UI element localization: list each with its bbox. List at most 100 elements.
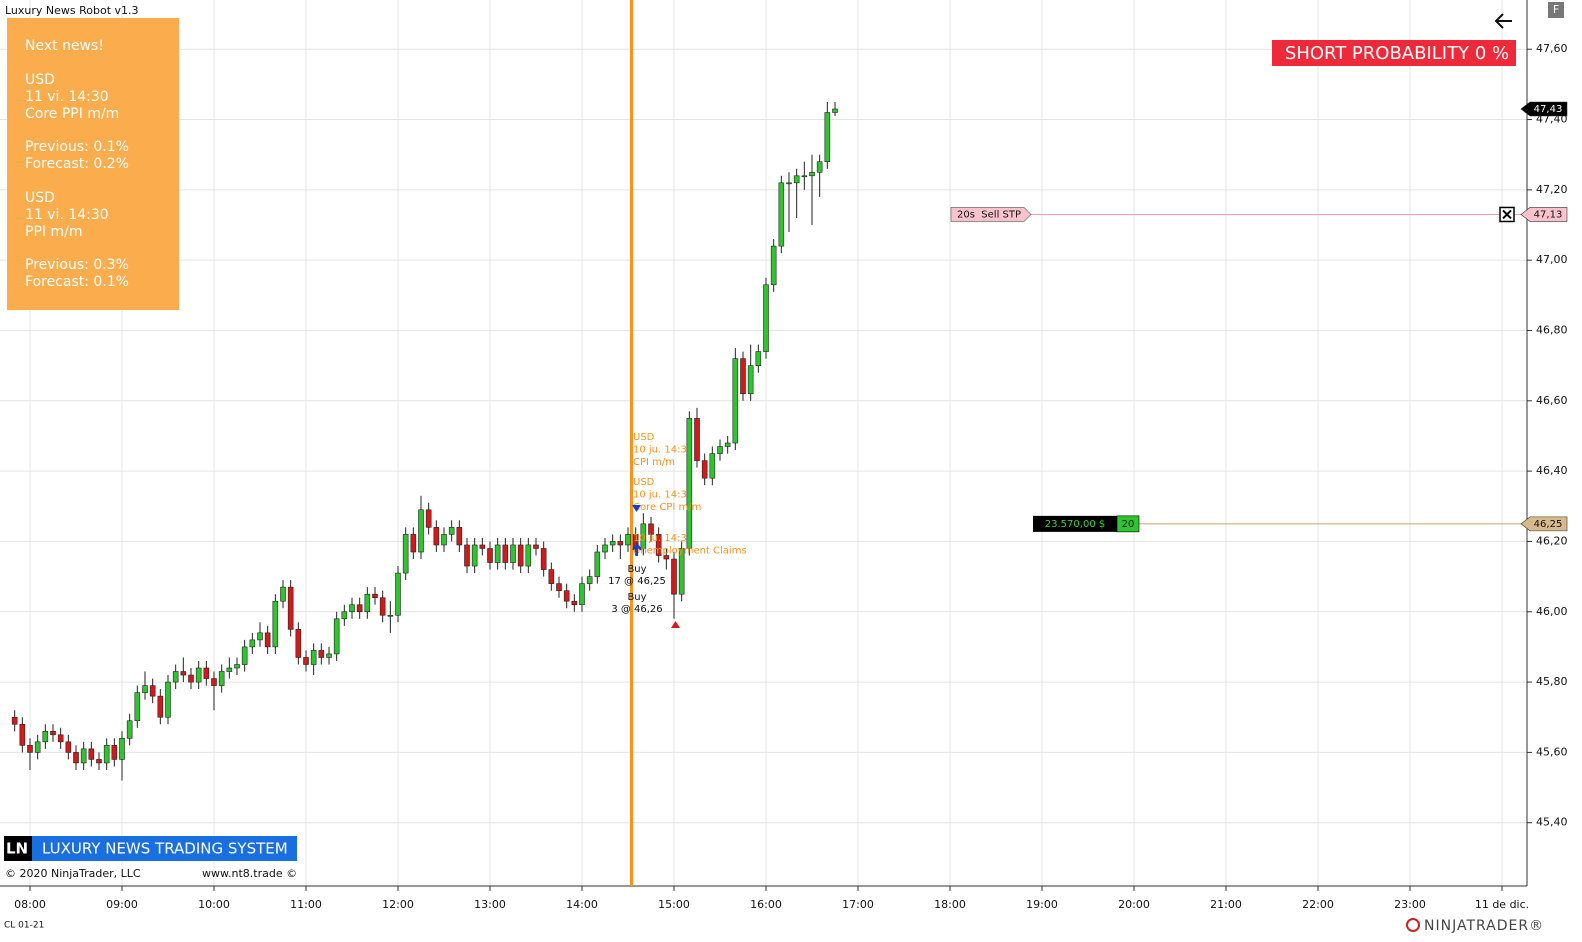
info-currency: USD: [25, 190, 55, 206]
x-tick-label: 11:00: [290, 898, 322, 911]
candle-body: [778, 182, 785, 247]
candle-body: [341, 611, 348, 620]
candle-body: [433, 527, 440, 546]
exit-marker: [671, 621, 680, 628]
candle-body: [188, 674, 194, 683]
candle-body: [149, 685, 156, 697]
candle-body: [770, 245, 777, 286]
candle-body: [632, 534, 639, 549]
candle-body: [832, 108, 838, 113]
candle-body: [326, 653, 332, 658]
candle-body: [786, 182, 792, 185]
candle-body: [172, 671, 179, 683]
news-line: [630, 0, 633, 886]
candle-body: [356, 604, 363, 613]
y-tick-label: 45,80: [1536, 675, 1568, 688]
candle-body: [824, 112, 831, 163]
candle-body: [19, 723, 26, 746]
f-button[interactable]: [1548, 2, 1564, 18]
candle-body: [533, 544, 539, 549]
candle-body: [809, 171, 815, 177]
last-price-label: 47,43: [1534, 104, 1563, 115]
candle-body: [180, 671, 187, 676]
candle-body: [165, 681, 171, 718]
candle-body: [257, 632, 263, 641]
candle-body: [594, 551, 601, 577]
x-tick-label: 20:00: [1118, 898, 1150, 911]
candle-body: [502, 544, 509, 563]
candle-body: [586, 576, 593, 584]
candle-body: [287, 586, 294, 630]
candle-body: [701, 460, 708, 479]
short-probability-box: [1272, 40, 1516, 66]
candle-body: [448, 527, 455, 535]
fill-text: 17 @ 46,25: [608, 576, 666, 587]
fill-side: Buy: [627, 564, 646, 575]
candle-body: [50, 731, 56, 736]
news-annotation: USD: [633, 432, 655, 443]
candle-body: [211, 678, 217, 686]
x-tick-label: 08:00: [14, 898, 46, 911]
candle-body: [540, 548, 547, 570]
fill-text: 3 @ 46,26: [611, 604, 662, 615]
info-event: PPI m/m: [25, 224, 82, 240]
cancel-x[interactable]: [1502, 209, 1512, 220]
candle-body: [548, 569, 555, 584]
candle-body: [816, 161, 823, 173]
ln-logo: [4, 836, 32, 861]
candle-body: [640, 523, 647, 549]
quantity-box: [1116, 515, 1140, 533]
candle-body: [609, 541, 616, 546]
candle-body: [556, 583, 562, 591]
candle-body: [571, 600, 578, 606]
candle-body: [655, 534, 662, 556]
sell-stop-box[interactable]: [950, 207, 1032, 222]
back-arrow[interactable]: [1494, 13, 1512, 29]
x-tick-label: 22:00: [1302, 898, 1334, 911]
x-tick-label: 14:00: [566, 898, 598, 911]
candle-body: [57, 734, 64, 743]
candle-body: [402, 534, 409, 574]
candle-body: [494, 544, 501, 563]
candle-body: [724, 442, 731, 447]
grid: 47,6047,4047,2047,0046,8046,6046,4046,20…: [0, 0, 1568, 911]
candle-body: [142, 685, 148, 693]
candle-body: [763, 284, 769, 352]
info-time: 11 vi. 14:30: [25, 207, 109, 223]
candle-body: [456, 527, 463, 546]
candle-body: [27, 745, 33, 753]
candle-body: [88, 748, 95, 760]
info-panel: [7, 18, 179, 310]
candle-body: [80, 748, 87, 764]
candle-body: [525, 544, 532, 567]
candle-body: [195, 667, 202, 683]
candle-body: [372, 593, 378, 598]
x-tick-label: 10:00: [198, 898, 230, 911]
candle-body: [717, 446, 723, 454]
symbol: CL 01-21: [4, 921, 44, 931]
candle-body: [732, 358, 739, 444]
candle-body: [379, 597, 386, 616]
candle-body: [740, 358, 746, 395]
candle-body: [349, 604, 355, 613]
fill-side: Buy: [627, 592, 646, 603]
y-tick-label: 46,80: [1536, 323, 1568, 336]
news-annotation: Core CPI m/m: [633, 502, 701, 513]
f-button-label[interactable]: F: [1553, 3, 1559, 16]
candle-body: [126, 720, 133, 739]
candle-body: [157, 695, 164, 718]
candle-body: [755, 351, 762, 366]
candle-body: [11, 716, 18, 725]
brand-icon: [1406, 918, 1420, 932]
candle-body: [218, 671, 225, 686]
candle-body: [441, 534, 447, 546]
candle-body: [119, 738, 125, 760]
candle-body: [364, 593, 371, 613]
info-currency: USD: [25, 72, 55, 88]
info-time: 11 vi. 14:30: [25, 89, 109, 105]
candle-body: [96, 759, 102, 764]
pnl: 23.570,00 $: [1045, 519, 1105, 530]
